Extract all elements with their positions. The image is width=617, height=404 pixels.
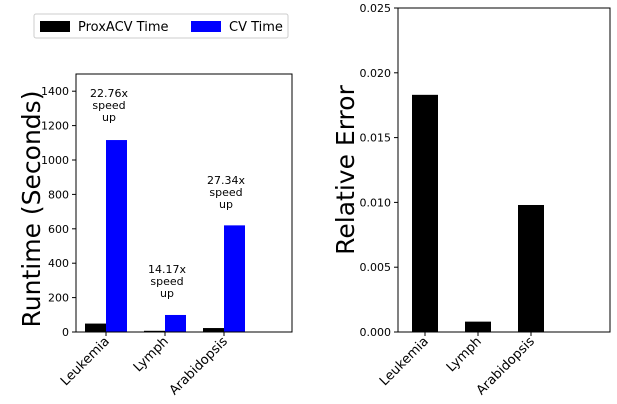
error-bar-lymph	[465, 321, 491, 332]
error-y-tick-label: 0.025	[360, 2, 392, 15]
error-y-tick-label: 0.010	[360, 196, 392, 209]
legend-label-cv: CV Time	[229, 20, 283, 35]
runtime-bar-cv-lymph	[165, 314, 186, 332]
runtime-y-tick-label: 1200	[41, 120, 69, 133]
speedup-annotation: 22.76x	[90, 87, 128, 100]
legend-frame	[33, 13, 289, 39]
runtime-bar-cv-arabidopsis	[224, 225, 245, 332]
runtime-bar-proxacv-arabidopsis	[203, 328, 224, 332]
runtime-y-tick-label: 0	[62, 326, 69, 339]
legend-swatch-cv	[191, 21, 221, 32]
speedup-annotation: up	[102, 111, 116, 124]
error-x-tick-label: Leukemia	[377, 334, 432, 389]
relative-error-chart: Relative Error 0.000 0.005 0.010 0.015 0.020…	[331, 2, 611, 398]
legend-label-proxacv: ProxACV Time	[78, 20, 169, 35]
runtime-y-tick-label: 1000	[41, 154, 69, 167]
runtime-x-tick-label: Leukemia	[58, 334, 113, 389]
runtime-bar-proxacv-leukemia	[85, 323, 106, 332]
legend: ProxACV Time CV Time	[33, 13, 289, 39]
speedup-annotation: up	[219, 198, 233, 211]
error-x-tick-label: Lymph	[444, 334, 485, 375]
error-y-tick-label: 0.005	[360, 261, 392, 274]
error-bar-leukemia	[412, 94, 438, 332]
error-y-tick-label: 0.015	[360, 132, 392, 145]
error-y-tick-label: 0.020	[360, 67, 392, 80]
runtime-y-tick-label: 800	[48, 188, 69, 201]
error-bar-arabidopsis	[518, 204, 544, 332]
speedup-annotation: speed	[150, 275, 183, 288]
speedup-annotation: 14.17x	[148, 263, 186, 276]
runtime-plot-frame	[75, 73, 293, 333]
legend-swatch-proxacv	[40, 21, 70, 32]
error-plot-frame	[397, 7, 611, 333]
error-y-axis-label: Relative Error	[331, 84, 360, 254]
speedup-annotation: speed	[209, 186, 242, 199]
error-y-tick-label: 0.000	[360, 326, 392, 339]
runtime-x-tick-label: Arabidopsis	[167, 334, 231, 398]
runtime-y-tick-label: 400	[48, 257, 69, 270]
runtime-chart: Runtime (Seconds) 22.76xspeedup14.17xspe…	[17, 73, 293, 398]
runtime-bar-proxacv-lymph	[144, 330, 165, 332]
runtime-y-tick-label: 1400	[41, 85, 69, 98]
runtime-y-axis-label: Runtime (Seconds)	[17, 91, 46, 328]
speedup-annotation: up	[160, 287, 174, 300]
runtime-x-tick-label: Lymph	[131, 334, 172, 375]
runtime-y-tick-label: 200	[48, 292, 69, 305]
runtime-bar-cv-leukemia	[106, 140, 127, 332]
speedup-annotation: 27.34x	[207, 174, 245, 187]
speedup-annotation: speed	[92, 99, 125, 112]
runtime-y-tick-label: 600	[48, 223, 69, 236]
